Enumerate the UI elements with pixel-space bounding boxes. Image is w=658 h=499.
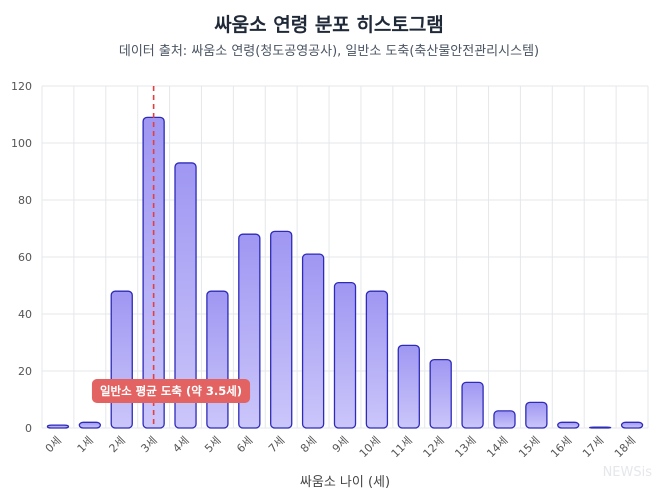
x-tick-label: 16세: [548, 434, 574, 460]
bar-14: [493, 410, 516, 429]
x-tick-label: 11세: [389, 434, 415, 460]
chart-subtitle: 데이터 출처: 싸움소 연령(청도공영공사), 일반소 도축(축산물안전관리시스…: [118, 44, 540, 59]
bar-7: [270, 230, 293, 429]
bar-18: [620, 421, 644, 429]
watermark: NEWSis: [603, 465, 653, 480]
x-tick-label: 12세: [421, 434, 447, 460]
y-tick-label: 60: [18, 251, 32, 264]
y-axis-ticks: 0 20 40 60 80 100 120: [11, 80, 32, 435]
bar-9: [333, 281, 357, 429]
bar-12: [429, 358, 452, 429]
y-tick-label: 80: [18, 194, 32, 207]
y-tick-label: 120: [11, 80, 32, 93]
x-tick-label: 1세: [75, 434, 96, 455]
bar-1: [78, 421, 102, 429]
reference-line-label: 일반소 평균 도축 (약 3.5세): [100, 384, 242, 398]
y-tick-label: 0: [25, 422, 32, 435]
bar-8: [301, 253, 325, 429]
bar-11: [397, 344, 420, 429]
bar-2: [110, 290, 133, 429]
x-tick-label: 14세: [484, 434, 510, 460]
x-tick-label: 9세: [330, 434, 351, 455]
y-tick-label: 20: [18, 365, 32, 378]
grid-lines: [41, 85, 649, 429]
x-tick-label: 10세: [357, 434, 383, 460]
x-axis-title: 싸움소 나이 (세): [300, 475, 390, 490]
bar-4: [174, 162, 197, 429]
bar-0: [46, 424, 70, 429]
x-tick-label: 13세: [452, 434, 478, 460]
x-tick-label: 18세: [612, 434, 638, 460]
x-tick-label: 17세: [580, 434, 606, 460]
x-tick-label: 4세: [170, 434, 191, 455]
x-tick-label: 2세: [107, 434, 128, 455]
bar-5: [206, 290, 229, 429]
chart-title: 싸움소 연령 분포 히스토그램: [214, 14, 444, 36]
x-tick-label: 6세: [234, 434, 255, 455]
y-tick-label: 40: [18, 308, 32, 321]
x-tick-label: 0세: [43, 434, 64, 455]
bar-10: [365, 290, 389, 429]
x-tick-label: 7세: [266, 434, 287, 455]
x-tick-label: 8세: [298, 434, 319, 455]
x-tick-label: 15세: [516, 434, 542, 460]
x-axis-ticks: 0세 1세 2세 3세 4세 5세 6세 7세 8세 9세 10세 11세 12세 13세 14세 15세 16…: [43, 434, 638, 460]
bar-13: [461, 381, 484, 429]
y-tick-label: 100: [11, 137, 32, 150]
reference-line-group: 일반소 평균 도축 (약 3.5세): [91, 86, 251, 428]
bar-17: [588, 426, 612, 429]
bar-16: [557, 421, 580, 429]
x-tick-label: 3세: [138, 434, 159, 455]
x-tick-label: 5세: [202, 434, 223, 455]
reference-label-box: [91, 379, 251, 403]
bar-15: [525, 401, 548, 429]
